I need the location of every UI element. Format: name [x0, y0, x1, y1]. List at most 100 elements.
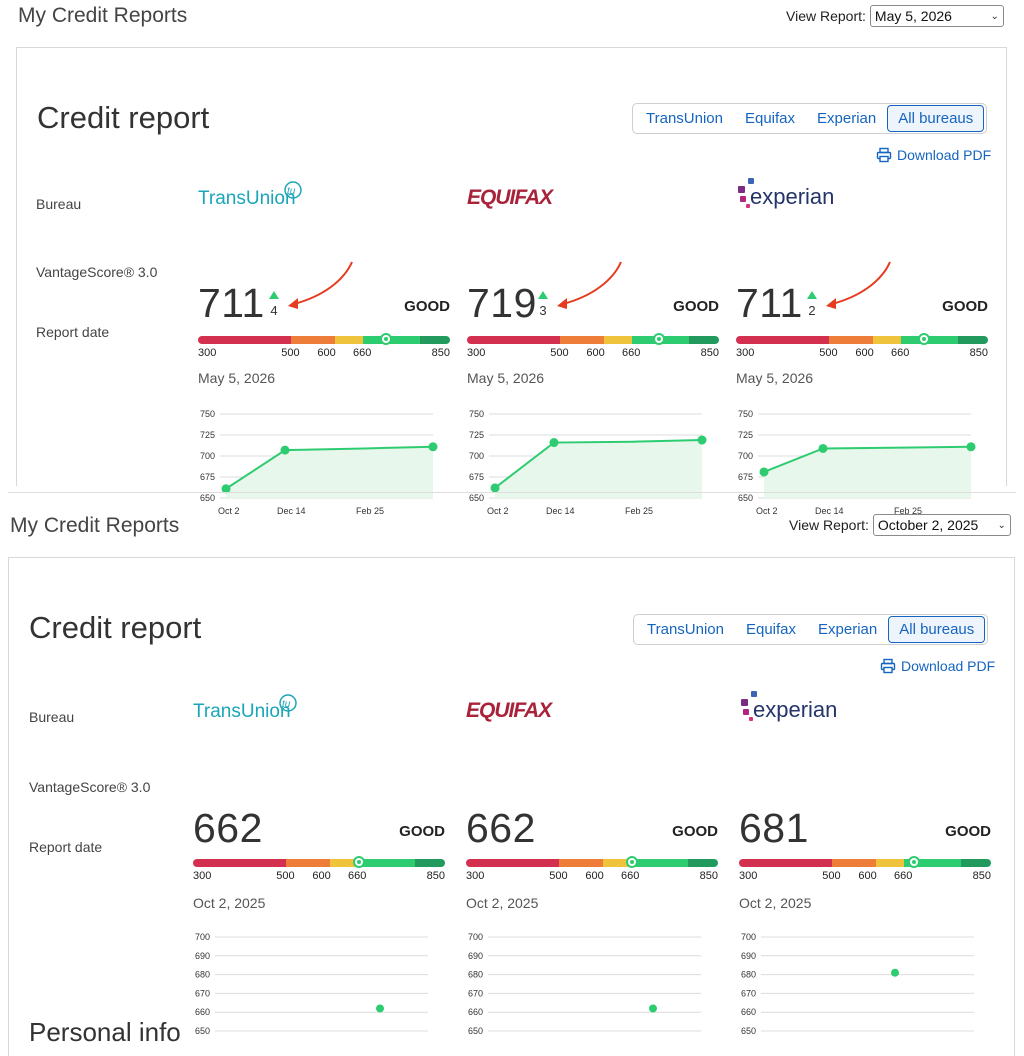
y-tick-label: 700	[738, 451, 753, 461]
tab-experian[interactable]: Experian	[817, 110, 877, 127]
scale-tick: 850	[431, 347, 450, 359]
view-report-select[interactable]: October 2, 2025 ⌄	[872, 514, 1011, 536]
view-report-value: May 5, 2026	[874, 8, 952, 24]
scale-segment	[904, 859, 961, 867]
score-marker	[907, 856, 920, 868]
chevron-down-icon: ⌄	[990, 10, 999, 22]
scale-tick: 300	[193, 870, 212, 882]
y-tick-label: 680	[468, 970, 483, 980]
scale-tick: 300	[466, 870, 485, 882]
score-rating: GOOD	[945, 823, 991, 840]
tab-equifax[interactable]: Equifax	[744, 110, 796, 127]
score-value: 662	[466, 805, 536, 851]
scale-tick: 600	[317, 347, 336, 359]
download-pdf-link[interactable]: Download PDF	[880, 658, 995, 674]
report-date: May 5, 2026	[467, 370, 545, 386]
scale-segment	[358, 859, 415, 867]
area-fill	[226, 446, 433, 498]
annotation-arrow	[284, 260, 356, 317]
score-delta-value: 2	[808, 303, 816, 318]
score-scale-bar	[193, 856, 445, 868]
scale-segment	[957, 336, 988, 344]
y-tick-label: 690	[195, 951, 210, 961]
tab-experian[interactable]: Experian	[818, 621, 878, 638]
report-section-may: My Credit Reports View Report: May 5, 20…	[0, 0, 1024, 516]
report-date: Oct 2, 2025	[466, 895, 539, 911]
view-report-label: View Report:	[789, 517, 869, 533]
scale-segment	[873, 336, 902, 344]
score-delta: 4	[267, 291, 281, 318]
score-marker	[918, 333, 931, 345]
data-point	[818, 443, 828, 453]
scale-segment	[739, 859, 833, 867]
chevron-down-icon: ⌄	[997, 519, 1006, 531]
svg-text:experian: experian	[753, 697, 837, 722]
scale-tick: 660	[353, 347, 372, 359]
y-tick-label: 725	[200, 430, 215, 440]
bureau-column-experian: experian 681 GOOD 300 500 600 660 850 Oct 2, 202…	[739, 691, 991, 1036]
y-tick-label: 750	[469, 409, 484, 419]
card-title: Credit report	[29, 610, 202, 645]
bureau-column-experian: experian 711 2 GOOD 300 500 600 660 850 May 5, 20…	[736, 178, 988, 516]
experian-logo: experian	[736, 178, 856, 217]
tab-transunion[interactable]: TransUnion	[647, 621, 724, 638]
scale-segment	[198, 336, 292, 344]
y-tick-label: 650	[200, 493, 215, 503]
y-tick-label: 650	[741, 1026, 756, 1036]
row-label-report-date: Report date	[36, 324, 110, 340]
view-report-control: View Report: October 2, 2025 ⌄	[789, 514, 1011, 536]
y-tick-label: 690	[468, 951, 483, 961]
row-label-vantagescore: VantageScore® 3.0	[29, 779, 151, 795]
data-point	[376, 1004, 384, 1013]
transunion-logo: TransUnion tu	[193, 691, 313, 730]
credit-report-card: Credit report TransUnion Equifax Experia…	[16, 47, 1007, 516]
x-tick-label: Feb 25	[625, 506, 653, 516]
score-history-chart: 650 675 700 725 750 Oct 2 Dec 14 Feb 25	[467, 408, 712, 523]
report-date: May 5, 2026	[198, 370, 276, 386]
tab-transunion[interactable]: TransUnion	[646, 110, 723, 127]
data-point	[697, 435, 707, 445]
download-pdf-link[interactable]: Download PDF	[876, 147, 991, 163]
score-delta: 3	[536, 291, 550, 318]
scale-tick: 660	[891, 347, 910, 359]
y-tick-label: 700	[468, 932, 483, 942]
data-point	[891, 968, 899, 977]
scale-segment	[960, 859, 991, 867]
y-tick-label: 660	[195, 1007, 210, 1017]
scale-tick: 850	[969, 347, 988, 359]
scale-segment	[604, 336, 633, 344]
x-tick-label: Dec 14	[546, 506, 575, 516]
tab-all-bureaus[interactable]: All bureaus	[887, 105, 985, 132]
scale-tick: 660	[622, 347, 641, 359]
personal-info-title: Personal info	[29, 1017, 181, 1047]
score-value: 662	[193, 805, 263, 851]
page-title: My Credit Reports	[18, 4, 188, 27]
scale-segment	[829, 336, 874, 344]
score-delta-value: 3	[539, 303, 547, 318]
score-history-chart: 650 660 670 680 690 700	[193, 931, 438, 1046]
scale-segment	[736, 336, 830, 344]
scale-tick: 500	[281, 347, 300, 359]
annotation-arrow	[553, 260, 625, 317]
tab-equifax[interactable]: Equifax	[745, 621, 797, 638]
y-tick-label: 725	[469, 430, 484, 440]
scale-segment	[193, 859, 287, 867]
scale-segment	[832, 859, 877, 867]
scale-tick: 600	[586, 347, 605, 359]
arrow-up-icon	[538, 291, 548, 299]
tab-all-bureaus[interactable]: All bureaus	[888, 616, 986, 643]
view-report-select[interactable]: May 5, 2026 ⌄	[869, 5, 1004, 27]
credit-report-card: Credit report TransUnion Equifax Experia…	[8, 557, 1015, 1056]
data-point	[649, 1004, 657, 1013]
report-date: Oct 2, 2025	[739, 895, 812, 911]
data-point	[549, 438, 559, 448]
score-scale-bar	[466, 856, 718, 868]
x-tick-label: Feb 25	[356, 506, 384, 516]
scale-segment	[631, 859, 688, 867]
y-tick-label: 750	[200, 409, 215, 419]
score-delta-value: 4	[270, 303, 278, 318]
y-tick-label: 650	[468, 1026, 483, 1036]
bureau-tabs: TransUnion Equifax Experian All bureaus	[633, 614, 989, 645]
y-tick-label: 690	[741, 951, 756, 961]
score-rating: GOOD	[942, 298, 988, 315]
